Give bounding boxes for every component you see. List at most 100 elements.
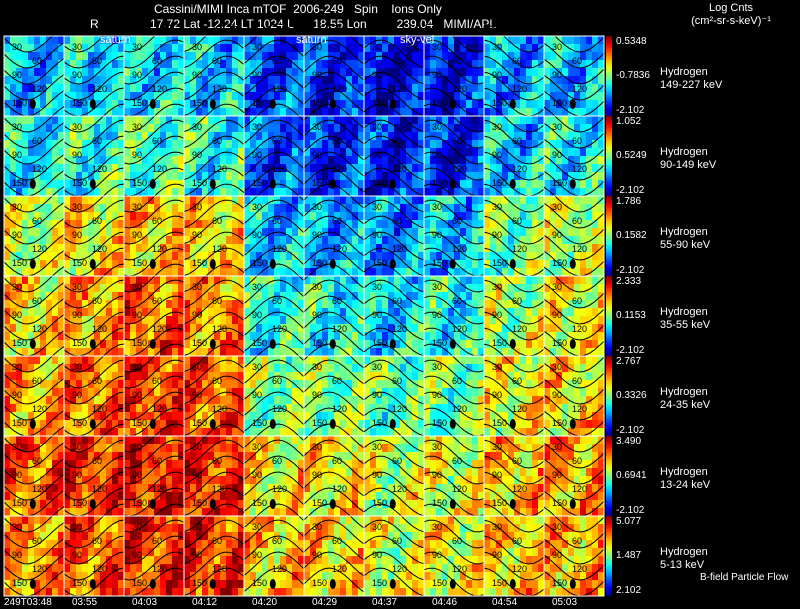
saturn-marker xyxy=(329,419,336,429)
contour-label: 120 xyxy=(212,324,227,334)
contour-label: 120 xyxy=(92,564,107,574)
contour-label: 150 xyxy=(252,98,267,108)
contour-label: 30 xyxy=(432,42,442,52)
saturn-marker xyxy=(569,339,576,349)
saturn-marker xyxy=(269,499,276,509)
colorbar-max: 2.333 xyxy=(616,276,642,287)
contour-label: 60 xyxy=(512,216,522,226)
contour-label: 90 xyxy=(72,70,82,80)
saturn-marker xyxy=(449,179,456,189)
contour-label: 60 xyxy=(572,456,582,466)
saturn-marker xyxy=(329,179,336,189)
contour-label: 120 xyxy=(572,244,587,254)
contour-label: 90 xyxy=(432,550,442,560)
contour-label: 150 xyxy=(192,98,207,108)
saturn-marker xyxy=(389,99,396,109)
contour-label: 90 xyxy=(132,550,142,560)
contour-label: 120 xyxy=(392,244,407,254)
contour-label: 120 xyxy=(92,164,107,174)
saturn-marker xyxy=(569,499,576,509)
contour-label: 120 xyxy=(152,564,167,574)
contour-label: 150 xyxy=(132,98,147,108)
contour-label: 90 xyxy=(372,470,382,480)
contour-label: 90 xyxy=(72,310,82,320)
contour-label: 150 xyxy=(132,498,147,508)
contour-label: 90 xyxy=(312,150,322,160)
colorbar-mid: 1.487 xyxy=(616,550,642,561)
contour-label: 60 xyxy=(32,216,42,226)
contour-label: 120 xyxy=(152,484,167,494)
contour-label: 150 xyxy=(12,178,27,188)
contour-label: 30 xyxy=(552,282,562,292)
x-tick-label: 04:37 xyxy=(372,597,398,608)
contour-label: 30 xyxy=(492,42,502,52)
contour-label: 150 xyxy=(192,578,207,588)
energy-range: 13-24 keV xyxy=(660,479,711,491)
contour-label: 150 xyxy=(372,178,387,188)
orbit-info: 17.72 Lat -12.24 LT 1024 L 18.55 Lon 239… xyxy=(150,17,497,31)
contour-label: 150 xyxy=(312,258,327,268)
contour-label: 30 xyxy=(492,442,502,452)
contour-label: 150 xyxy=(132,338,147,348)
contour-label: 60 xyxy=(572,296,582,306)
contour-label: 60 xyxy=(512,56,522,66)
contour-label: 60 xyxy=(392,136,402,146)
species-label: Hydrogen 5-13 keV xyxy=(660,546,708,572)
saturn-marker xyxy=(269,339,276,349)
saturn-marker xyxy=(329,579,336,589)
contour-label: 150 xyxy=(492,178,507,188)
contour-label: 30 xyxy=(192,522,202,532)
frame-label: saturn xyxy=(296,34,327,46)
contour-label: 60 xyxy=(32,296,42,306)
contour-label: 90 xyxy=(312,470,322,480)
contour-label: 30 xyxy=(372,522,382,532)
contour-label: 90 xyxy=(132,470,142,480)
saturn-marker xyxy=(149,579,156,589)
contour-label: 60 xyxy=(452,136,462,146)
contour-label: 60 xyxy=(332,456,342,466)
colorbar-title: Log Cnts xyxy=(708,2,754,14)
contour-label: 60 xyxy=(452,456,462,466)
contour-label: 30 xyxy=(12,122,22,132)
saturn-marker xyxy=(269,99,276,109)
contour-label: 30 xyxy=(192,202,202,212)
x-tick-label: 04:29 xyxy=(312,597,338,608)
contour-label: 90 xyxy=(72,550,82,560)
contour-label: 150 xyxy=(192,338,207,348)
contour-label: 90 xyxy=(372,390,382,400)
saturn-marker xyxy=(149,99,156,109)
contour-label: 150 xyxy=(432,498,447,508)
contour-label: 30 xyxy=(12,522,22,532)
saturn-marker xyxy=(509,339,516,349)
species-label: Hydrogen 35-55 keV xyxy=(660,306,710,332)
colorbar-mid: 0.5249 xyxy=(616,150,647,161)
colorbar-4 xyxy=(606,356,612,436)
saturn-marker xyxy=(89,179,96,189)
contour-label: 150 xyxy=(312,178,327,188)
contour-label: 150 xyxy=(12,98,27,108)
saturn-marker xyxy=(29,419,36,429)
contour-label: 60 xyxy=(392,216,402,226)
contour-label: 30 xyxy=(192,362,202,372)
contour-label: 90 xyxy=(192,70,202,80)
contour-label: 90 xyxy=(492,470,502,480)
contour-label: 60 xyxy=(212,296,222,306)
contour-label: 150 xyxy=(252,338,267,348)
contour-label: 90 xyxy=(252,150,262,160)
contour-label: 90 xyxy=(132,70,142,80)
contour-label: 150 xyxy=(492,418,507,428)
species-label: Hydrogen 24-35 keV xyxy=(660,386,710,412)
contour-label: 120 xyxy=(452,324,467,334)
contour-label: 150 xyxy=(72,578,87,588)
contour-label: 30 xyxy=(312,362,322,372)
contour-label: 120 xyxy=(32,564,47,574)
contour-label: 60 xyxy=(212,216,222,226)
colorbar-min: -2.102 xyxy=(616,265,645,276)
saturn-marker xyxy=(89,419,96,429)
contour-label: 120 xyxy=(92,84,107,94)
contour-label: 150 xyxy=(12,258,27,268)
contour-label: 90 xyxy=(252,550,262,560)
contour-label: 120 xyxy=(452,484,467,494)
contour-label: 90 xyxy=(132,150,142,160)
contour-label: 120 xyxy=(92,244,107,254)
